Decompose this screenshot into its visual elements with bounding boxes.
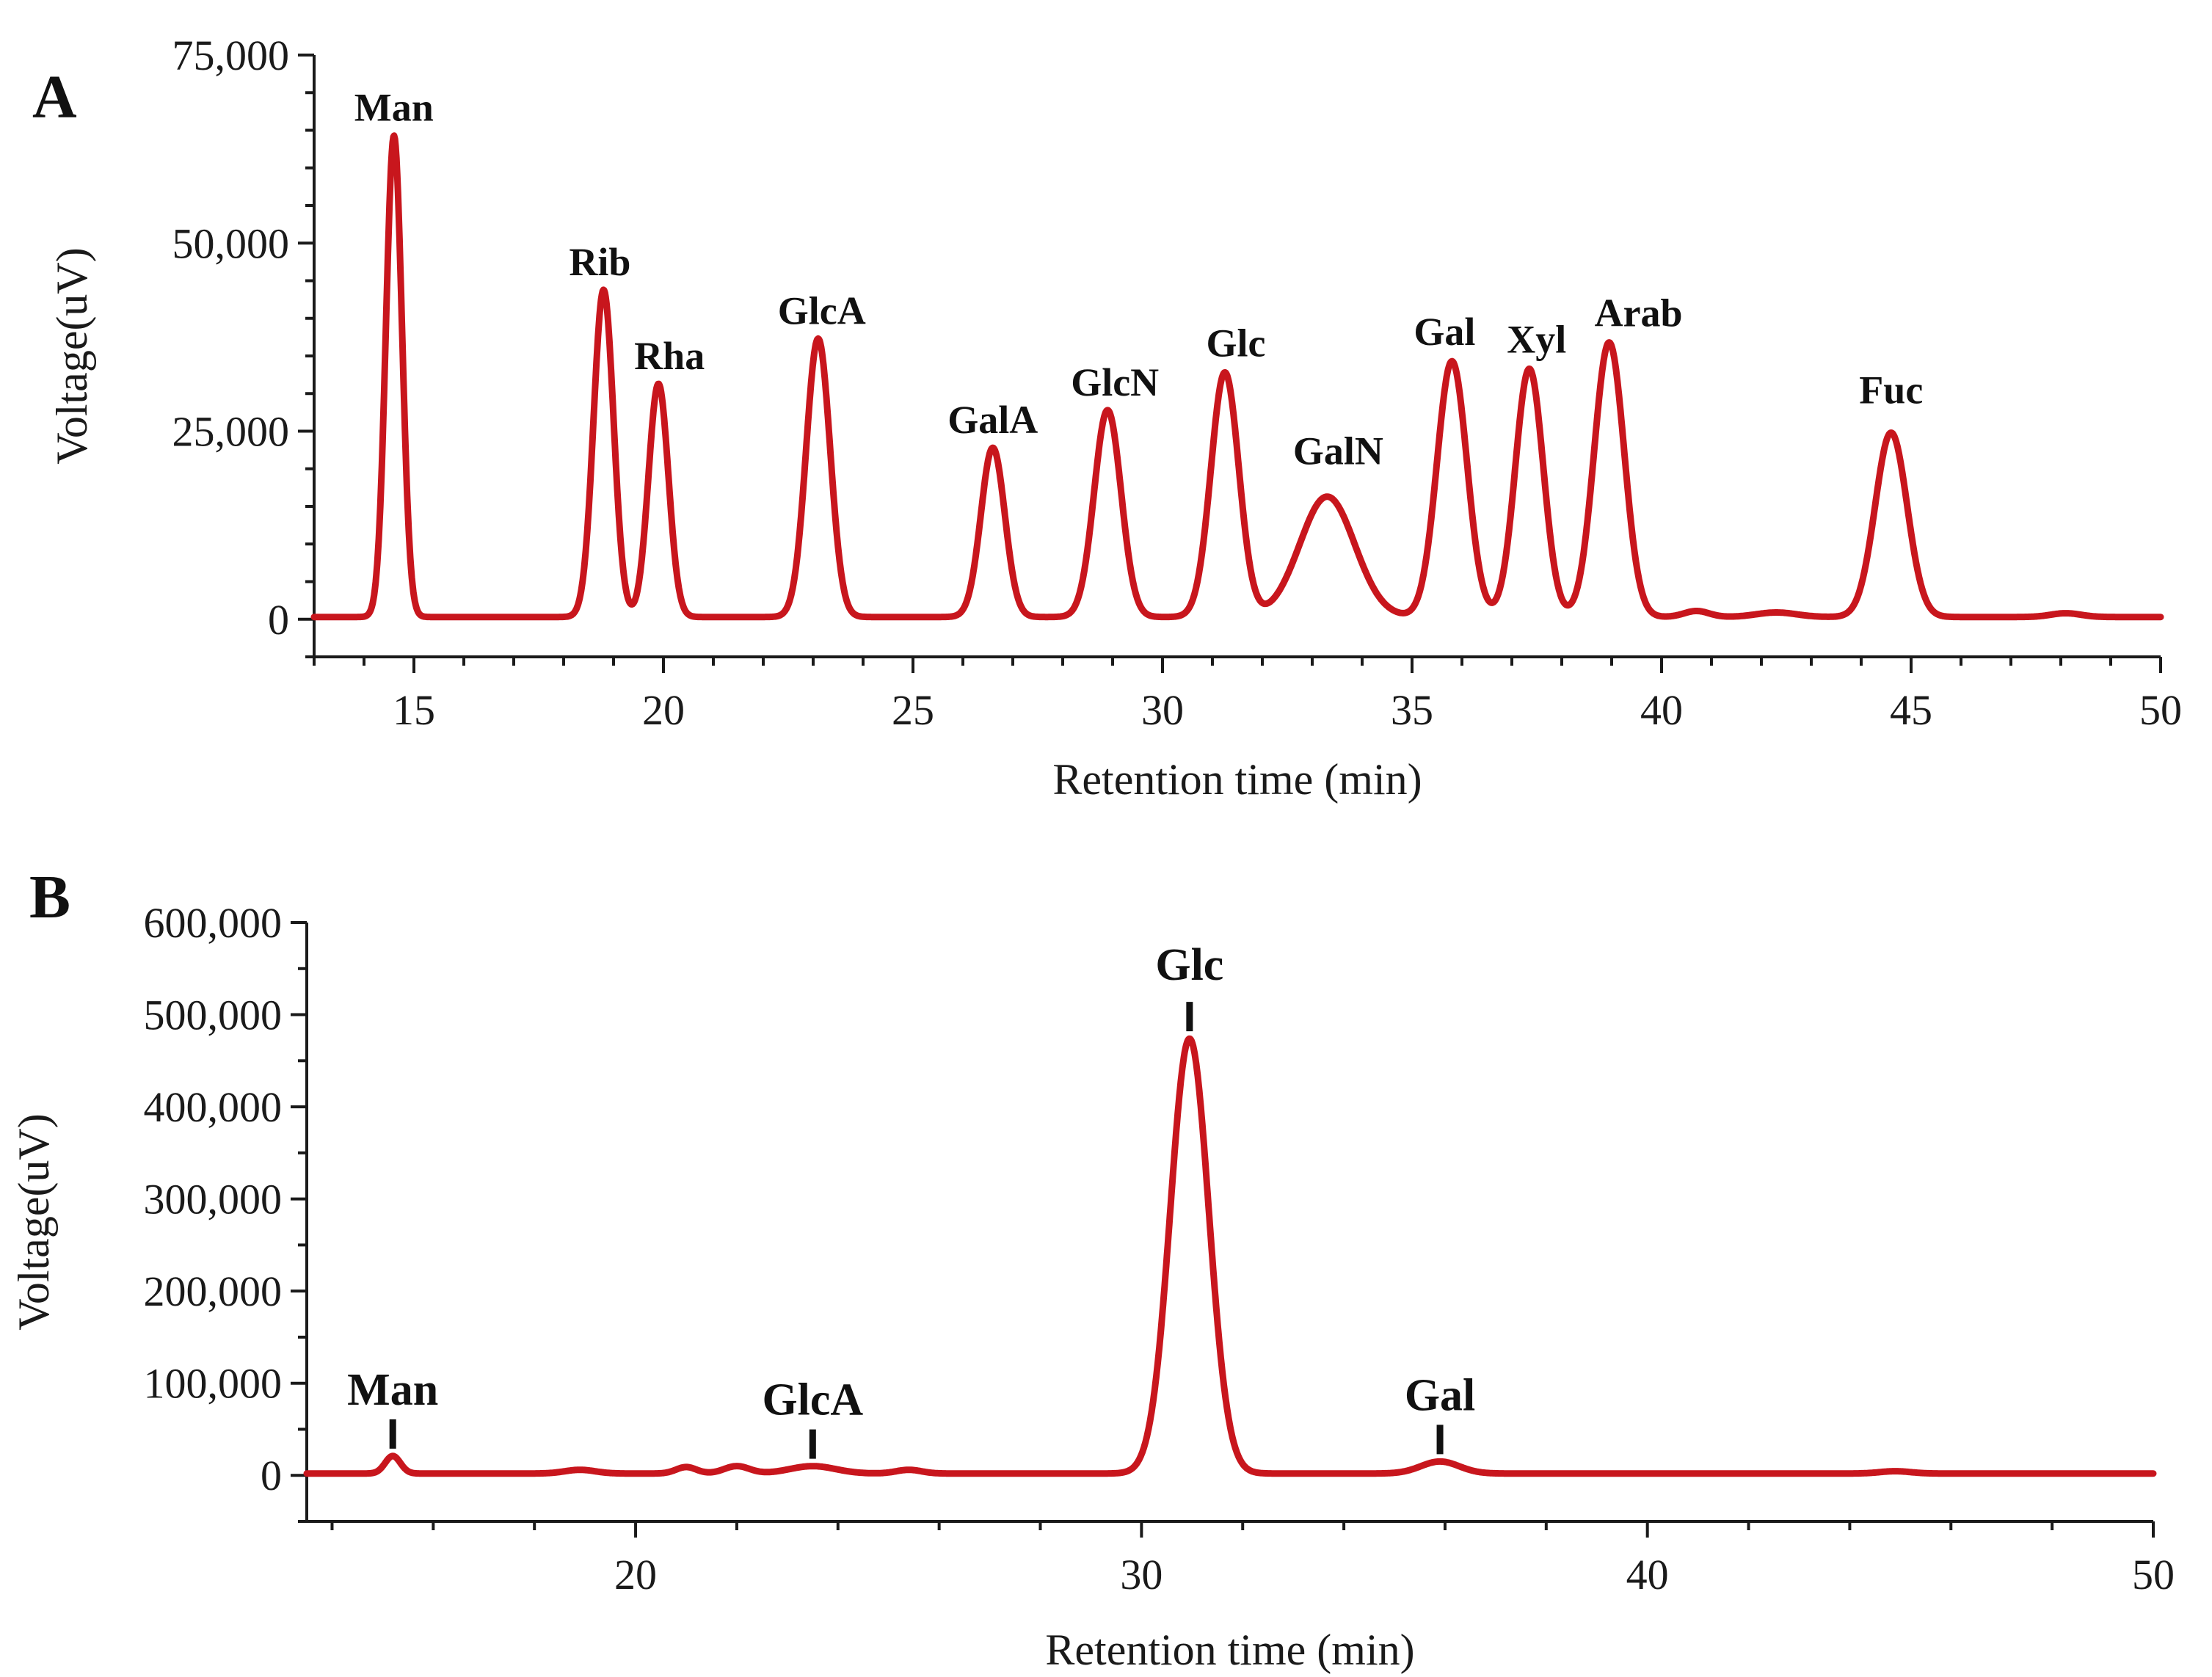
panel-a-x-tick-label: 45	[1890, 686, 1932, 734]
panel-a-x-axis-title: Retention time (min)	[1052, 755, 1422, 804]
panel-a-y-axis-title: Voltage(uV)	[48, 247, 96, 465]
panel-b-x-tick-label: 40	[1626, 1551, 1669, 1598]
peak-label-galn: GalN	[1293, 429, 1383, 473]
panel-a-y-tick-label: 50,000	[172, 219, 290, 267]
peak-label-man: Man	[354, 86, 434, 130]
peak-label-xyl: Xyl	[1507, 317, 1566, 361]
panel-b-axes: 0 100,000 200,000 300,000 400,000 500,000 600,…	[144, 899, 2175, 1598]
panel-b-y-tick-label: 500,000	[144, 992, 283, 1039]
panel-a: A 0 25,000 50,000 75,000 15 20 25 30 35 40 45 50 Ma…	[32, 32, 2182, 804]
peak-label-glc: Glc	[1155, 940, 1223, 990]
panel-b: B 0 100,000 200,000 300,000 400,000 500,000 60…	[10, 863, 2175, 1674]
panel-b-x-tick-label: 20	[614, 1551, 657, 1598]
peak-label-glca: GlcA	[762, 1375, 863, 1425]
peak-label-gala: GalA	[947, 398, 1038, 442]
panel-b-y-tick-label: 200,000	[144, 1267, 283, 1315]
peak-label-gal: Gal	[1414, 310, 1475, 354]
panel-a-y-tick-label: 75,000	[172, 32, 290, 79]
peak-label-glca: GlcA	[778, 288, 866, 332]
peak-label-rha: Rha	[634, 334, 705, 378]
panel-a-x-tick-label: 20	[642, 686, 685, 734]
panel-b-y-tick-label: 600,000	[144, 899, 283, 947]
panel-a-y-tick-label: 25,000	[172, 408, 290, 456]
panel-a-x-tick-label: 35	[1391, 686, 1433, 734]
panel-a-x-tick-label: 50	[2139, 686, 2182, 734]
panel-a-letter: A	[32, 63, 77, 131]
peak-label-man: Man	[347, 1365, 438, 1415]
panel-b-x-tick-label: 30	[1120, 1551, 1163, 1598]
panel-a-x-tick-label: 25	[892, 686, 934, 734]
peak-label-glc: Glc	[1207, 321, 1266, 365]
panel-b-y-tick-label: 100,000	[144, 1360, 283, 1408]
panel-a-trace	[310, 132, 2164, 621]
panel-b-y-tick-label: 300,000	[144, 1176, 283, 1223]
panel-a-x-tick-label: 40	[1640, 686, 1683, 734]
panel-b-y-tick-label: 0	[261, 1452, 282, 1499]
panel-a-y-tick-label: 0	[268, 596, 289, 644]
peak-label-gal: Gal	[1405, 1370, 1475, 1420]
peak-label-rib: Rib	[569, 240, 630, 284]
panel-b-y-axis-title: Voltage(uV)	[10, 1113, 58, 1331]
peak-label-arab: Arab	[1595, 291, 1683, 335]
panel-a-axes: 0 25,000 50,000 75,000 15 20 25 30 35 40 45 50	[172, 32, 2183, 734]
panel-b-peak-labels: Man GlcA Glc Gal	[347, 940, 1475, 1459]
panel-b-x-axis-title: Retention time (min)	[1045, 1626, 1414, 1674]
peak-label-fuc: Fuc	[1859, 368, 1923, 412]
panel-a-x-tick-label: 15	[393, 686, 435, 734]
peak-label-glcn: GlcN	[1071, 360, 1159, 404]
panel-b-y-tick-label: 400,000	[144, 1083, 283, 1131]
panel-b-trace	[303, 1035, 2157, 1477]
panel-a-peak-labels: Man Rib Rha GlcA GalA GlcN Glc GalN Gal Xyl Arab Fu…	[354, 86, 1924, 473]
panel-a-x-tick-label: 30	[1141, 686, 1184, 734]
panel-b-x-tick-label: 50	[2132, 1551, 2175, 1598]
panel-b-letter: B	[29, 863, 70, 931]
